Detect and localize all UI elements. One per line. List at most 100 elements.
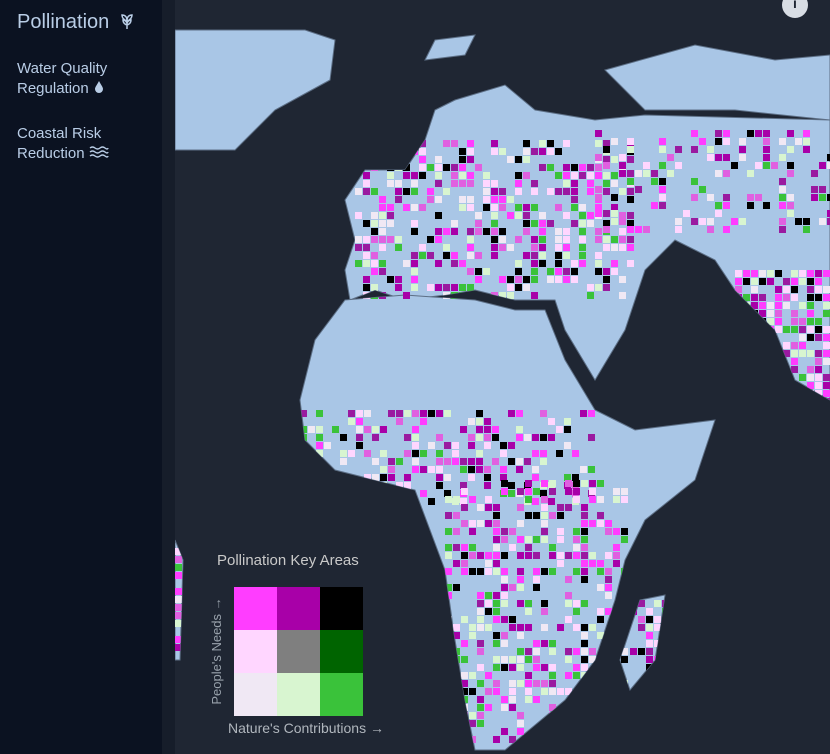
map-cell [491, 140, 498, 147]
map-cell [435, 212, 442, 219]
map-cell [613, 624, 620, 631]
map-cell [436, 458, 443, 465]
map-cell [556, 426, 563, 433]
map-cell [588, 434, 595, 441]
map-cell [515, 204, 522, 211]
map-cell [539, 148, 546, 155]
map-cell [549, 568, 556, 575]
map-cell [595, 284, 602, 291]
drop-icon [94, 81, 103, 93]
map-cell [691, 194, 698, 201]
map-cell [555, 244, 562, 251]
map-cell [581, 528, 588, 535]
map-cell [493, 592, 500, 599]
map-cell [571, 260, 578, 267]
map-cell [461, 552, 468, 559]
map-cell [775, 358, 782, 365]
map-cell [581, 632, 588, 639]
map-cell [573, 712, 580, 719]
map-cell [743, 278, 750, 285]
map-cell [555, 228, 562, 235]
map-cell [597, 616, 604, 623]
map-cell [501, 600, 508, 607]
map-cell [556, 450, 563, 457]
map-cell [779, 186, 786, 193]
map-cell [541, 496, 548, 503]
map-cell [627, 226, 634, 233]
map-cell [581, 512, 588, 519]
map-cell [499, 236, 506, 243]
map-cell [477, 640, 484, 647]
map-cell [563, 180, 570, 187]
map-cell [605, 552, 612, 559]
map-cell [723, 130, 730, 137]
map-cell [387, 172, 394, 179]
map-cell [783, 438, 790, 445]
map-cell [541, 640, 548, 647]
map-cell [371, 156, 378, 163]
map-cell [735, 334, 742, 341]
map-cell [619, 170, 626, 177]
map-cell [403, 148, 410, 155]
info-button[interactable]: i [782, 0, 808, 18]
map-cell [555, 188, 562, 195]
map-cell [540, 434, 547, 441]
map-cell [823, 398, 830, 405]
map-cell [469, 632, 476, 639]
map-cell [183, 604, 190, 611]
legend-cell [234, 673, 277, 716]
map-cell [635, 186, 642, 193]
map-cell [683, 210, 690, 217]
map-cell [619, 154, 626, 161]
map-cell [300, 410, 307, 417]
map-cell [509, 616, 516, 623]
map-cell [581, 568, 588, 575]
map-cell [533, 664, 540, 671]
map-cell [443, 164, 450, 171]
map-cell [348, 450, 355, 457]
map-cell [811, 186, 818, 193]
map-cell [735, 358, 742, 365]
map-cell [603, 188, 610, 195]
map-cell [516, 458, 523, 465]
map-cell [783, 286, 790, 293]
map-cell [662, 616, 669, 623]
map-cell [477, 712, 484, 719]
map-cell [461, 688, 468, 695]
map-cell [507, 156, 514, 163]
map-cell [477, 696, 484, 703]
map-cell [484, 434, 491, 441]
map-cell [387, 236, 394, 243]
map-cell [775, 318, 782, 325]
map-cell [508, 410, 515, 417]
map-cell [364, 450, 371, 457]
map-cell [589, 520, 596, 527]
map-cell [476, 434, 483, 441]
map-cell [340, 450, 347, 457]
nav-coastal[interactable]: Coastal Risk Reduction [17, 124, 135, 164]
map-cell [419, 244, 426, 251]
map-cell [611, 194, 618, 201]
map-cell [605, 632, 612, 639]
legend-x-label: Nature's Contributions → [228, 720, 384, 736]
map-cell [451, 252, 458, 259]
map-cell [451, 260, 458, 267]
map-cell [573, 600, 580, 607]
map-cell [621, 488, 628, 495]
map-cell [509, 704, 516, 711]
map-cell [499, 196, 506, 203]
map-cell [541, 664, 548, 671]
legend-cell [234, 587, 277, 630]
map-cell [563, 252, 570, 259]
legend-cell [277, 673, 320, 716]
map-cell [525, 736, 532, 743]
nav-pollination[interactable]: Pollination [17, 10, 167, 34]
map-cell [517, 488, 524, 495]
map-cell [539, 164, 546, 171]
map-cell [501, 568, 508, 575]
map-cell [451, 180, 458, 187]
nav-water[interactable]: Water Quality Regulation [17, 59, 135, 99]
map-cell [477, 600, 484, 607]
map-cell [372, 458, 379, 465]
